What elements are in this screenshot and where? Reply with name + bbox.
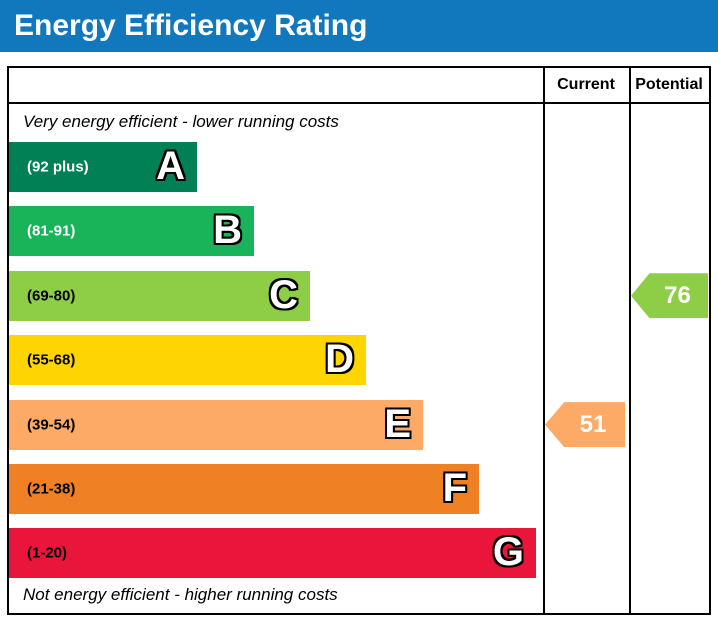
band-C-range: (69-80)	[27, 287, 76, 305]
band-E-range: (39-54)	[27, 416, 76, 434]
potential-column-header: Potential	[635, 76, 703, 93]
band-A: (92 plus) A	[9, 142, 197, 192]
band-B-letter: B	[213, 208, 242, 253]
band-G-range: (1-20)	[27, 544, 68, 562]
band-G: (1-20) G	[9, 528, 536, 579]
current-rating-arrow: 51	[545, 402, 625, 448]
potential-rating-value: 76	[664, 281, 691, 309]
band-F-range: (21-38)	[27, 480, 76, 498]
band-D: (55-68) D	[9, 335, 366, 386]
band-D-letter: D	[325, 337, 354, 382]
bottom-note: Not energy efficient - higher running co…	[23, 585, 338, 604]
band-E: (39-54) E	[9, 399, 423, 450]
band-G-letter: G	[492, 530, 524, 575]
header-row-divider	[9, 102, 709, 104]
energy-efficiency-chart: Current Potential Very energy efficient …	[7, 66, 711, 615]
page-title: Energy Efficiency Rating	[0, 0, 718, 52]
potential-column-divider	[629, 68, 631, 613]
band-B: (81-91) B	[9, 206, 254, 257]
band-F-letter: F	[442, 466, 467, 511]
current-column-header: Current	[557, 76, 615, 93]
band-E-letter: E	[384, 401, 411, 446]
potential-rating-arrow: 76	[631, 273, 708, 319]
top-note: Very energy efficient - lower running co…	[23, 112, 339, 131]
band-C: (69-80) C	[9, 270, 310, 321]
band-F: (21-38) F	[9, 464, 479, 514]
current-column-divider	[543, 68, 545, 613]
band-C-letter: C	[269, 272, 298, 317]
band-B-range: (81-91)	[27, 222, 76, 240]
band-D-range: (55-68)	[27, 351, 76, 369]
current-rating-value: 51	[579, 410, 607, 438]
band-A-range: (92 plus)	[27, 158, 89, 176]
band-A-letter: A	[156, 144, 185, 189]
